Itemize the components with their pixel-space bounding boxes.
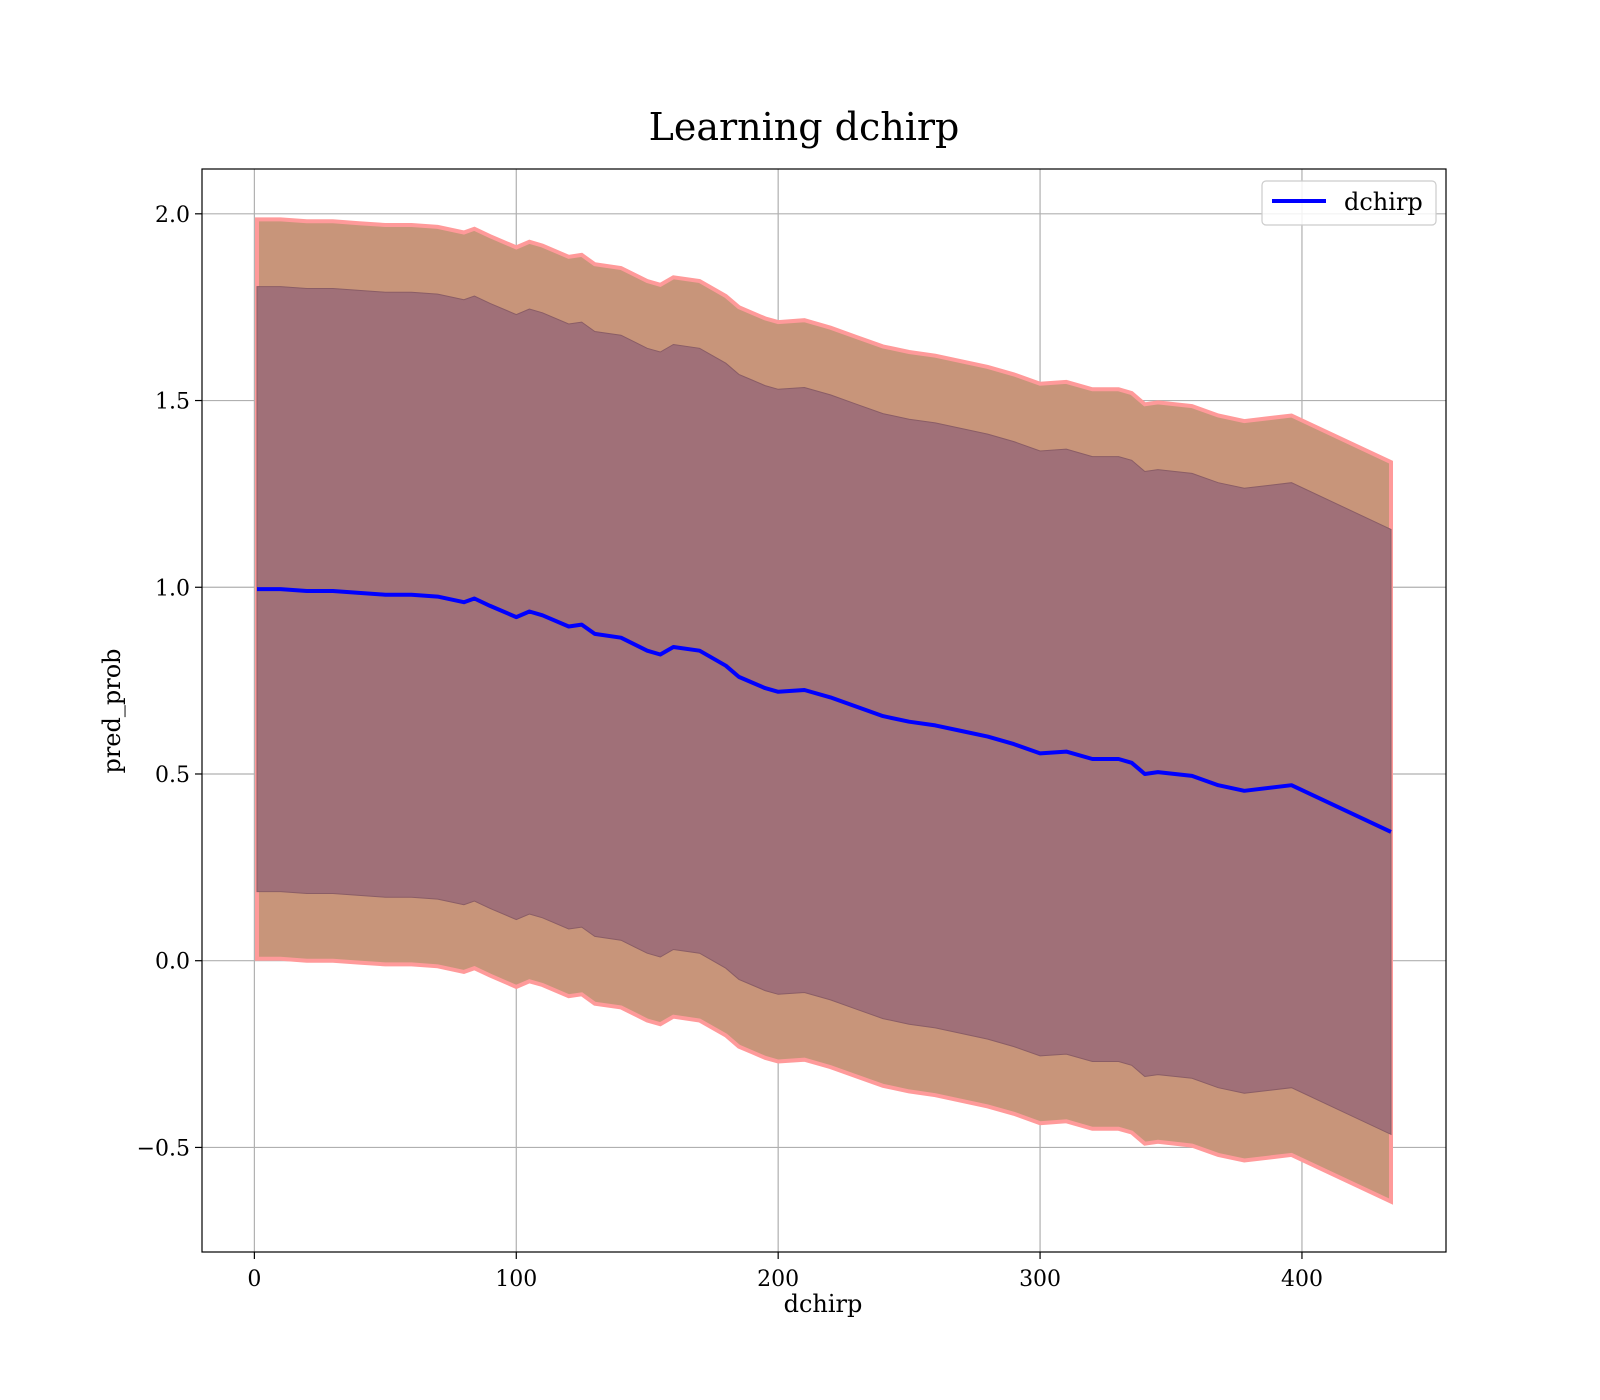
legend-box — [1261, 180, 1437, 226]
x-axis-label: dchirp — [784, 1290, 863, 1318]
y-tick-label: 1.0 — [155, 576, 190, 601]
x-tick-label: 400 — [1281, 1267, 1323, 1292]
x-tick-label: 300 — [1019, 1267, 1061, 1292]
x-tick-label: 200 — [757, 1267, 799, 1292]
legend-label-dchirp: dchirp — [1344, 188, 1423, 216]
y-tick-label: 0.0 — [155, 950, 190, 975]
plot-frame — [201, 168, 1447, 1253]
y-tick-label: 1.5 — [155, 390, 190, 415]
legend: dchirp — [1261, 180, 1437, 226]
chart-title: Learning dchirp — [649, 105, 960, 149]
x-tick-label: 100 — [495, 1267, 537, 1292]
y-tick-label: 2.0 — [155, 203, 190, 228]
series-lines — [257, 587, 1392, 834]
confidence-bands — [255, 217, 1393, 1205]
y-tick-label: −0.5 — [137, 1136, 190, 1161]
series-line-dchirp — [257, 587, 1392, 834]
y-tick-label: 0.5 — [155, 763, 190, 788]
x-tick-label: 0 — [247, 1267, 261, 1292]
y-axis-label: pred_prob — [98, 648, 126, 773]
inner-confidence-band — [256, 286, 1392, 1136]
axis-ticks: 0 100 200 300 400 −0.5 0.0 0.5 1.0 1.5 2.0 — [137, 203, 1323, 1292]
